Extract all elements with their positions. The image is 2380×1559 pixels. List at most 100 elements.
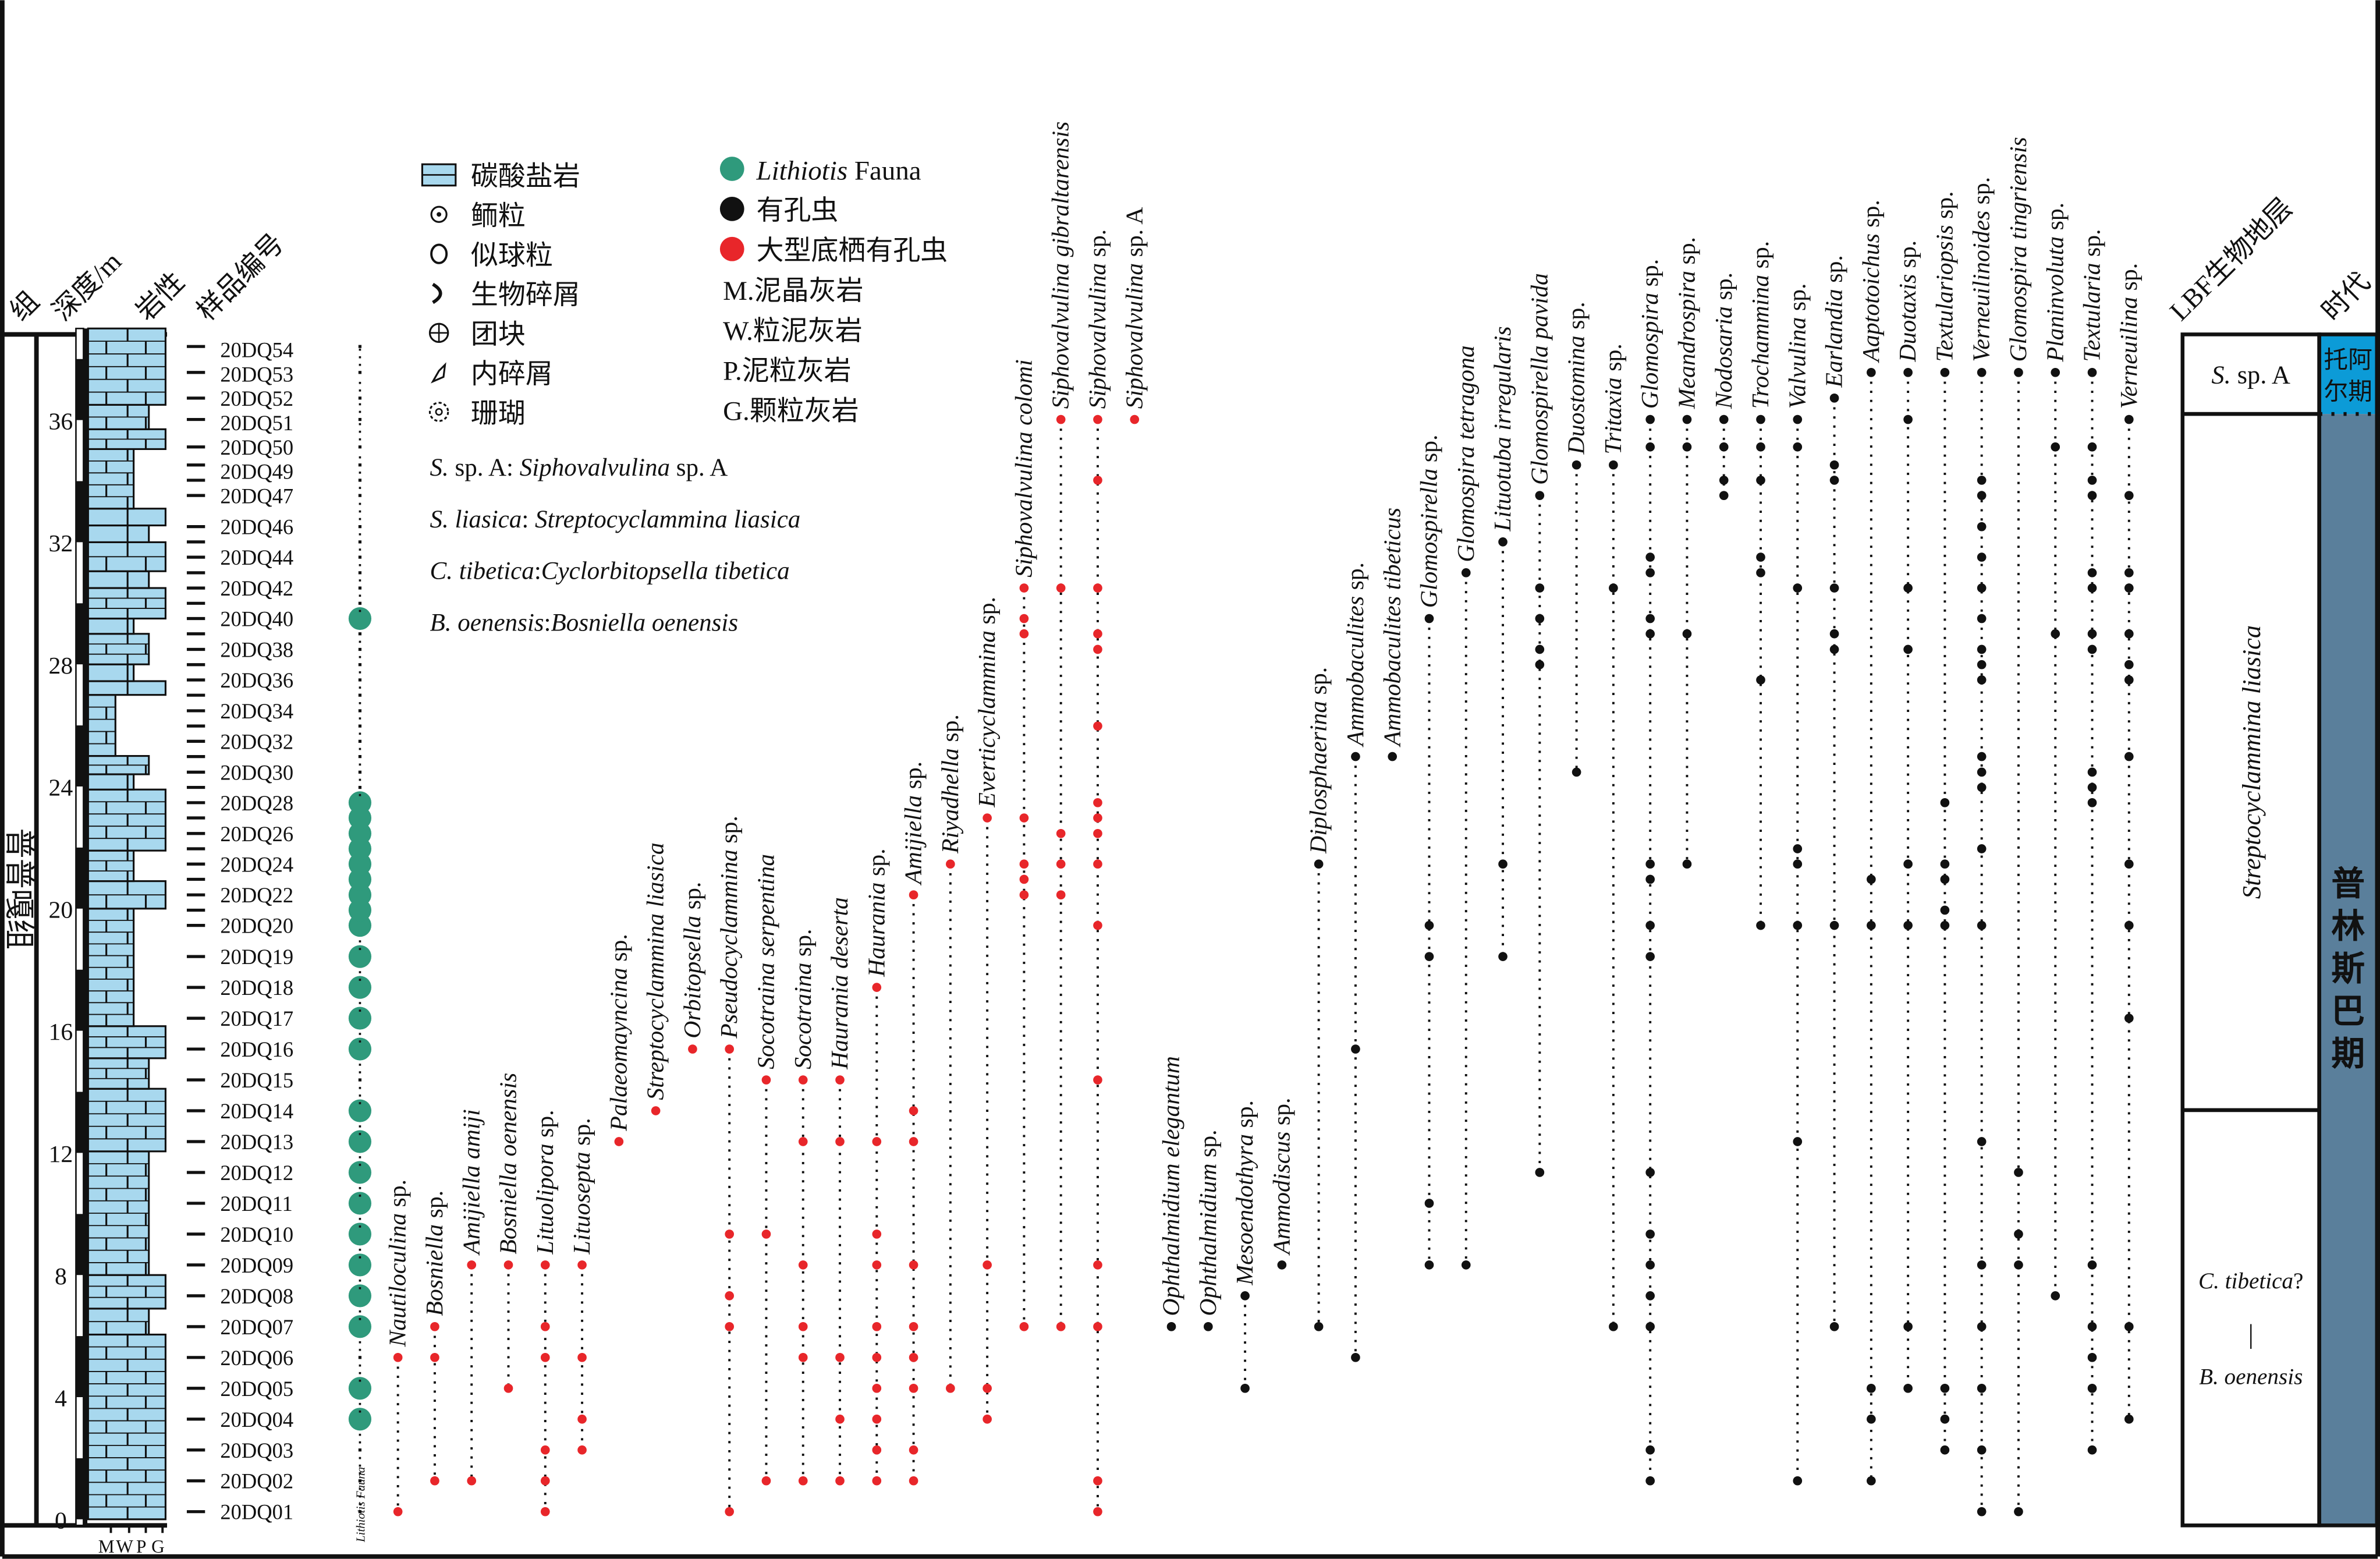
- species-name-italic: Everticyclammina: [974, 630, 1001, 808]
- sample-label: 20DQ42: [220, 576, 293, 600]
- age-column-border: [2317, 332, 2379, 1528]
- occurrence-dot: [540, 1260, 550, 1270]
- occurrence-dot: [872, 983, 882, 992]
- sample-dot: [358, 1448, 362, 1452]
- occurrence-dot: [1977, 614, 1987, 623]
- lithology-bed: [87, 849, 135, 883]
- species-name: Textulariopsis sp.: [1931, 191, 1958, 362]
- occurrence-dot: [1719, 476, 1729, 485]
- species-name-suffix: sp.: [2042, 203, 2069, 236]
- range-dot: [359, 348, 361, 351]
- range-dot: [359, 1348, 361, 1351]
- species-name: Palaeomayncina sp.: [605, 934, 632, 1132]
- occurrence-dot: [1535, 583, 1545, 593]
- sample-dot: [358, 709, 362, 713]
- species-range: Streptocyclammina liasica: [643, 842, 669, 1115]
- depth-scale-segment: [76, 847, 84, 909]
- range-dot: [359, 1248, 361, 1251]
- occurrence-dot: [1056, 890, 1066, 900]
- species-range: Ophthalmidium elegantum: [1158, 1056, 1185, 1331]
- occurrence-dot: [1867, 1414, 1876, 1424]
- sample-dot: [358, 601, 362, 605]
- sample-dot: [358, 479, 362, 482]
- occurrence-dot: [909, 1383, 918, 1393]
- legend-label: 鲕粒: [471, 201, 526, 232]
- range-dot: [359, 410, 361, 413]
- species-name-suffix: sp.: [1931, 191, 1958, 225]
- legend-label: P.泥粒灰岩: [723, 356, 852, 387]
- species-name-suffix: sp.: [1563, 302, 1590, 335]
- species-name-suffix: sp.: [1784, 284, 1811, 317]
- abbr-italic: S. liasica: [430, 506, 522, 533]
- occurrence-dot: [1756, 568, 1765, 577]
- occurrence-dot: [1645, 1230, 1655, 1239]
- occurrence-dot: [540, 1507, 550, 1517]
- species-range: Verneuilina sp.: [2116, 263, 2143, 1424]
- occurrence-dot: [835, 1476, 845, 1486]
- range-dot: [359, 1310, 361, 1313]
- range-dot: [359, 1441, 361, 1444]
- range-dot: [359, 363, 361, 366]
- range-dot: [359, 1094, 361, 1097]
- range-dot: [359, 732, 361, 735]
- range-dot: [359, 1464, 361, 1467]
- biozone-separator: |: [2248, 1319, 2253, 1349]
- sample-dot: [358, 345, 362, 348]
- species-name-italic: Trochammina: [1747, 275, 1774, 409]
- species-name-suffix: sp.: [385, 1179, 412, 1213]
- range-dot: [359, 1071, 361, 1073]
- occurrence-dot: [1903, 644, 1913, 654]
- occurrence-dot: [1977, 782, 1987, 792]
- depth-scale-segment: [76, 1214, 84, 1275]
- occurrence-dot: [1056, 828, 1066, 838]
- occurrence-dot: [1645, 952, 1655, 961]
- occurrence-dot: [1645, 874, 1655, 884]
- occurrence-dot: [540, 1445, 550, 1455]
- occurrence-dot: [1829, 644, 1839, 654]
- sample-label: 20DQ50: [220, 435, 293, 459]
- species-name: Ophthalmidium sp.: [1195, 1129, 1222, 1316]
- age-label-toarcian: 托阿尔期: [2324, 344, 2372, 405]
- species-range: Nodosaria sp.: [1711, 272, 1737, 500]
- header-depth: 深度/m: [47, 246, 127, 327]
- species-name: Earlandia sp.: [1821, 255, 1848, 388]
- occurrence-dot: [1719, 414, 1729, 424]
- occurrence-dot: [1019, 629, 1029, 639]
- occurrence-dot: [1645, 1322, 1655, 1331]
- occurrence-dot: [835, 1352, 845, 1362]
- range-dot: [359, 702, 361, 704]
- occurrence-dot: [1572, 767, 1581, 777]
- occurrence-dot: [1093, 859, 1102, 869]
- occurrence-dot: [2087, 476, 2097, 485]
- occurrence-dot: [1535, 614, 1545, 623]
- species-name: Amijiella amiji: [458, 1109, 485, 1256]
- occurrence-dot: [1424, 1199, 1434, 1208]
- sample-label: 20DQ19: [220, 945, 293, 969]
- occurrence-dot: [1019, 859, 1029, 869]
- species-name-italic: Textularia: [2079, 263, 2106, 362]
- species-range: Earlandia sp.: [1821, 255, 1848, 1331]
- occurrence-dot: [2051, 1291, 2060, 1301]
- species-name: Glomospira tingriensis: [2005, 137, 2032, 362]
- range-dot: [359, 403, 361, 406]
- occurrence-dot: [1351, 752, 1360, 761]
- species-range: Diplosphaerina sp.: [1306, 667, 1332, 1331]
- range-dot: [359, 456, 361, 459]
- occurrence-dot: [540, 1352, 550, 1362]
- occurrence-dot: [725, 1322, 735, 1331]
- depth-tick-label: 28: [49, 653, 73, 679]
- abbr-full-text: sp. A: [670, 454, 728, 481]
- occurrence-dot: [1093, 828, 1102, 838]
- species-name-italic: Bosniella oenensis: [495, 1073, 522, 1255]
- range-dot: [359, 389, 361, 392]
- occurrence-dot: [909, 1445, 918, 1455]
- sample-label: 20DQ32: [220, 729, 293, 753]
- legend-label: W.粒泥灰岩: [723, 316, 863, 346]
- biozone-label-italic: S.: [2211, 360, 2230, 389]
- occurrence-dot: [1977, 1322, 1987, 1331]
- species-range: Siphovalvulina colomi: [1010, 359, 1037, 1331]
- species-name-suffix: sp.: [716, 816, 743, 849]
- range-dot: [359, 763, 361, 766]
